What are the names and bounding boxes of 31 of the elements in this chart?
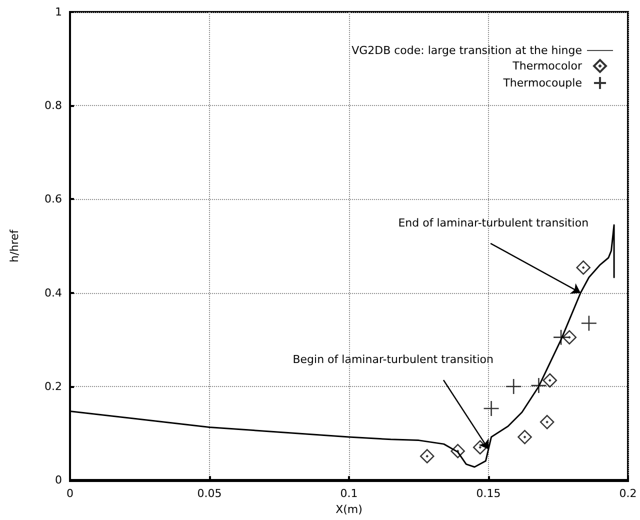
y-tick-label: 0.2	[44, 380, 62, 393]
point	[420, 449, 434, 464]
y-axis-title: h/href	[8, 228, 21, 262]
y-tick-label: 0.4	[44, 286, 62, 300]
annotation: End of laminar-turbulent transition	[398, 216, 589, 230]
x-tick-label: 0.2	[619, 487, 637, 500]
x-tick-label: 0.15	[476, 487, 501, 500]
point	[552, 329, 570, 346]
point	[562, 330, 577, 344]
point	[450, 444, 465, 458]
point	[576, 260, 591, 275]
x-tick-label: 0.05	[197, 487, 222, 500]
point	[472, 440, 488, 454]
point	[540, 414, 554, 430]
legend-label: Thermocouple	[502, 76, 582, 90]
annotation: Begin of laminar-turbulent transition	[292, 353, 494, 366]
point	[505, 378, 522, 395]
y-tick-label: 0	[55, 474, 62, 487]
point	[530, 377, 547, 394]
point	[580, 315, 598, 332]
x-axis-title: X(m)	[336, 503, 362, 516]
legend-label: Thermocolor	[512, 60, 582, 72]
legend-label: VG2DB code: large transition at the hinge	[352, 44, 582, 57]
x-tick-label: 0.1	[340, 487, 358, 500]
y-tick-label: 0.6	[44, 192, 62, 206]
point	[518, 430, 532, 444]
y-tick-label: 0.8	[44, 99, 62, 112]
y-tick-label: 1	[55, 6, 62, 18]
point	[483, 400, 500, 417]
x-tick-label: 0	[66, 487, 74, 500]
point	[542, 373, 558, 388]
